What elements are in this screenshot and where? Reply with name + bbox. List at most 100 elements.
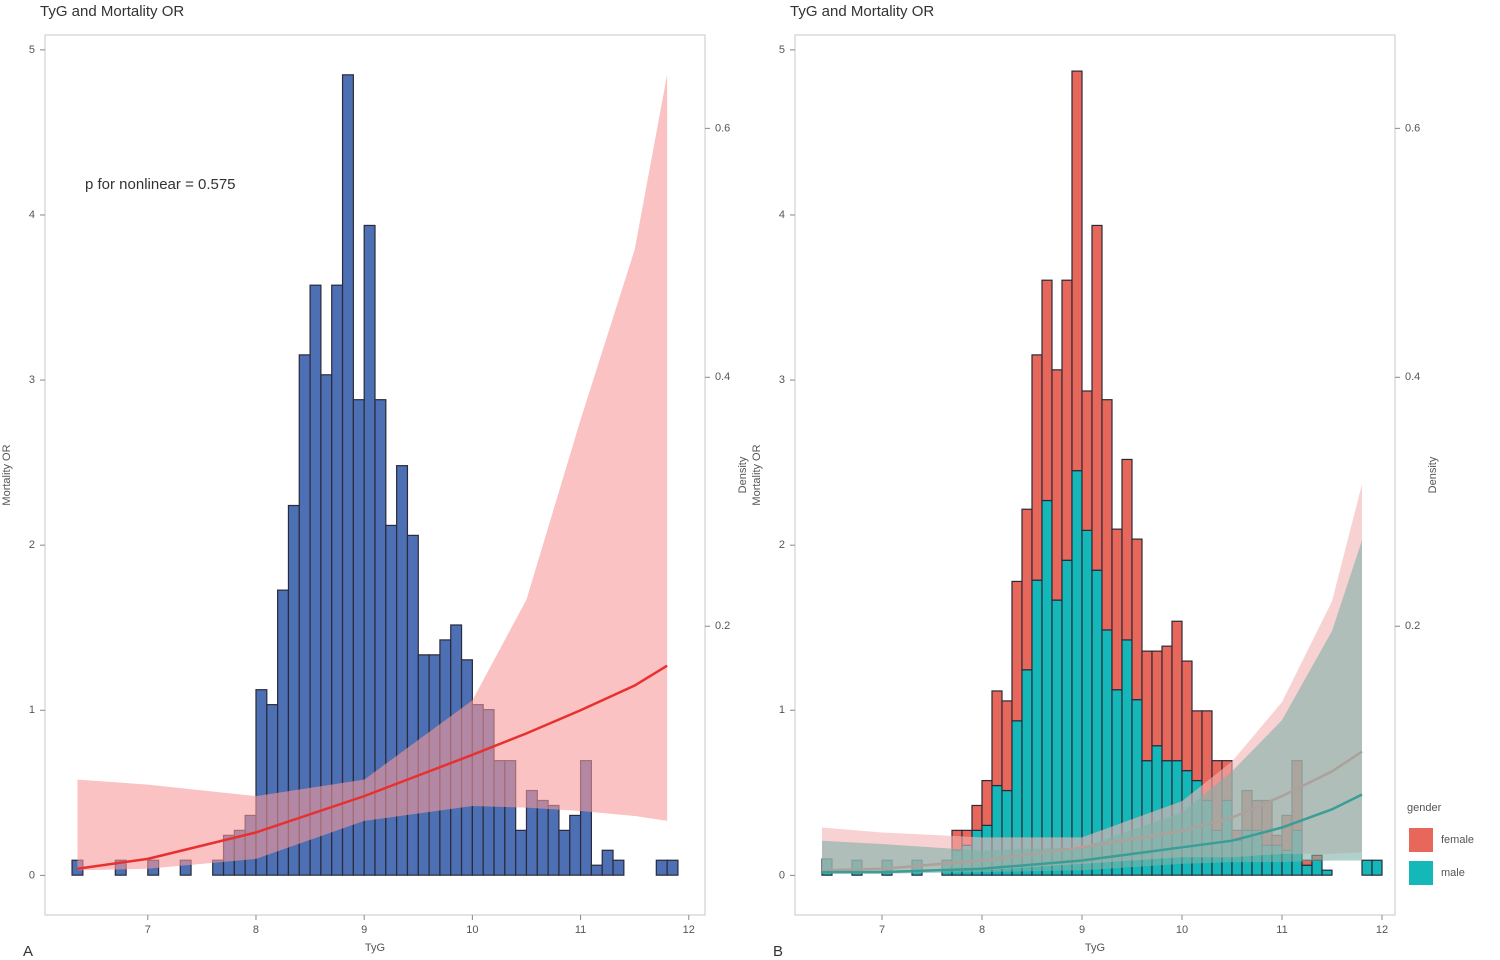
histogram-bar xyxy=(1191,710,1203,782)
histogram-bar xyxy=(1361,859,1373,876)
histogram-bar xyxy=(515,829,528,876)
y-tick-label: 5 xyxy=(29,44,35,56)
histogram-bar xyxy=(1071,70,1083,472)
histogram-bar xyxy=(1051,599,1063,876)
histogram-bar xyxy=(341,74,354,876)
histogram-bar xyxy=(1141,650,1153,762)
y2-tick-label: 0.4 xyxy=(1405,371,1420,383)
y-tick-label: 4 xyxy=(779,209,785,221)
histogram-bar xyxy=(558,829,571,876)
histogram-bar xyxy=(1081,529,1093,876)
chart-title: TyG and Mortality OR xyxy=(40,3,184,20)
x-tick-label: 12 xyxy=(1376,924,1388,936)
histogram-bar xyxy=(1061,279,1073,561)
histogram-bar xyxy=(547,804,560,876)
histogram-bar xyxy=(1371,859,1383,876)
confidence-band xyxy=(822,484,1362,873)
y-tick-label: 5 xyxy=(779,44,785,56)
y-tick-label: 3 xyxy=(29,374,35,386)
x-tick-label: 11 xyxy=(1276,924,1287,936)
histogram-bar xyxy=(569,814,582,876)
histogram-bar xyxy=(655,859,668,876)
chart-title: TyG and Mortality OR xyxy=(790,3,934,20)
histogram-bar xyxy=(971,804,983,831)
y2-tick-label: 0.2 xyxy=(1405,620,1420,632)
histogram-bar xyxy=(536,799,549,876)
y2-tick-label: 0.2 xyxy=(715,620,730,632)
y2-axis-label: Density xyxy=(737,456,749,493)
histogram-bar xyxy=(981,779,993,826)
x-tick-label: 9 xyxy=(1079,924,1085,936)
histogram-bar xyxy=(1311,859,1323,876)
plot-frame xyxy=(794,34,1396,916)
histogram-bar xyxy=(1011,580,1023,722)
y-tick-label: 2 xyxy=(29,539,35,551)
y-tick-label: 0 xyxy=(779,869,785,881)
histogram-bar xyxy=(1031,354,1043,581)
histogram-bar xyxy=(1051,369,1063,601)
histogram-bar xyxy=(1301,864,1313,876)
x-tick-label: 7 xyxy=(145,924,151,936)
y-tick-label: 2 xyxy=(779,539,785,551)
histogram-bar xyxy=(590,864,603,876)
panel-label: A xyxy=(23,943,33,960)
x-tick-label: 12 xyxy=(683,924,695,936)
y2-tick-label: 0.6 xyxy=(1405,122,1420,134)
x-tick-label: 8 xyxy=(979,924,985,936)
y-tick-label: 1 xyxy=(29,704,35,716)
legend-swatch xyxy=(1409,861,1433,885)
histogram-bar xyxy=(1091,224,1103,571)
y-tick-label: 3 xyxy=(779,374,785,386)
y-axis-label: Mortality OR xyxy=(1,444,13,505)
histogram-bar xyxy=(601,849,614,876)
annotation: p for nonlinear = 0.575 xyxy=(85,176,236,193)
histogram-bar xyxy=(1001,700,1013,792)
confidence-band xyxy=(77,74,668,871)
y2-tick-label: 0.4 xyxy=(715,371,730,383)
histogram-bar xyxy=(1181,660,1193,772)
histogram-bar xyxy=(1121,458,1133,641)
histogram-bar xyxy=(1101,399,1113,631)
histogram-bar xyxy=(1111,528,1123,691)
histogram-bar xyxy=(385,524,398,876)
x-tick-label: 10 xyxy=(466,924,478,936)
histogram-bar xyxy=(1031,579,1043,876)
histogram-bar xyxy=(1171,620,1183,762)
y-axis-label: Mortality OR xyxy=(751,444,763,505)
x-axis-label: TyG xyxy=(365,942,385,954)
histogram-bar xyxy=(1151,650,1163,747)
histogram-bar xyxy=(1071,470,1083,876)
histogram-bar xyxy=(1061,559,1073,876)
fit-line xyxy=(822,793,1363,874)
legend-label: female xyxy=(1441,834,1474,846)
plot-frame xyxy=(44,34,706,916)
histogram-bar xyxy=(1161,645,1173,762)
histogram-bar xyxy=(1091,569,1103,876)
y-tick-label: 0 xyxy=(29,869,35,881)
histogram-bar xyxy=(406,534,419,876)
x-tick-label: 10 xyxy=(1176,924,1188,936)
y2-axis-label: Density xyxy=(1427,456,1439,493)
histogram-bar xyxy=(1081,390,1093,531)
x-axis-label: TyG xyxy=(1085,942,1105,954)
y-tick-label: 1 xyxy=(779,704,785,716)
legend-swatch xyxy=(1409,828,1433,852)
histogram-bar xyxy=(1041,279,1053,502)
fit-line xyxy=(77,664,668,871)
x-tick-label: 9 xyxy=(361,924,367,936)
y-tick-label: 4 xyxy=(29,209,35,221)
legend-label: male xyxy=(1441,867,1465,879)
histogram-bar xyxy=(991,690,1003,787)
histogram-bar xyxy=(1321,869,1333,876)
x-tick-label: 11 xyxy=(575,924,586,936)
histogram-bar xyxy=(1131,538,1143,701)
histogram-bar xyxy=(666,859,679,876)
confidence-band xyxy=(822,540,1362,874)
y2-tick-label: 0.6 xyxy=(715,122,730,134)
histogram-bar xyxy=(612,859,625,876)
panel-label: B xyxy=(773,943,783,960)
legend-title: gender xyxy=(1407,802,1442,814)
histogram-bar xyxy=(1041,499,1053,876)
x-tick-label: 7 xyxy=(879,924,885,936)
